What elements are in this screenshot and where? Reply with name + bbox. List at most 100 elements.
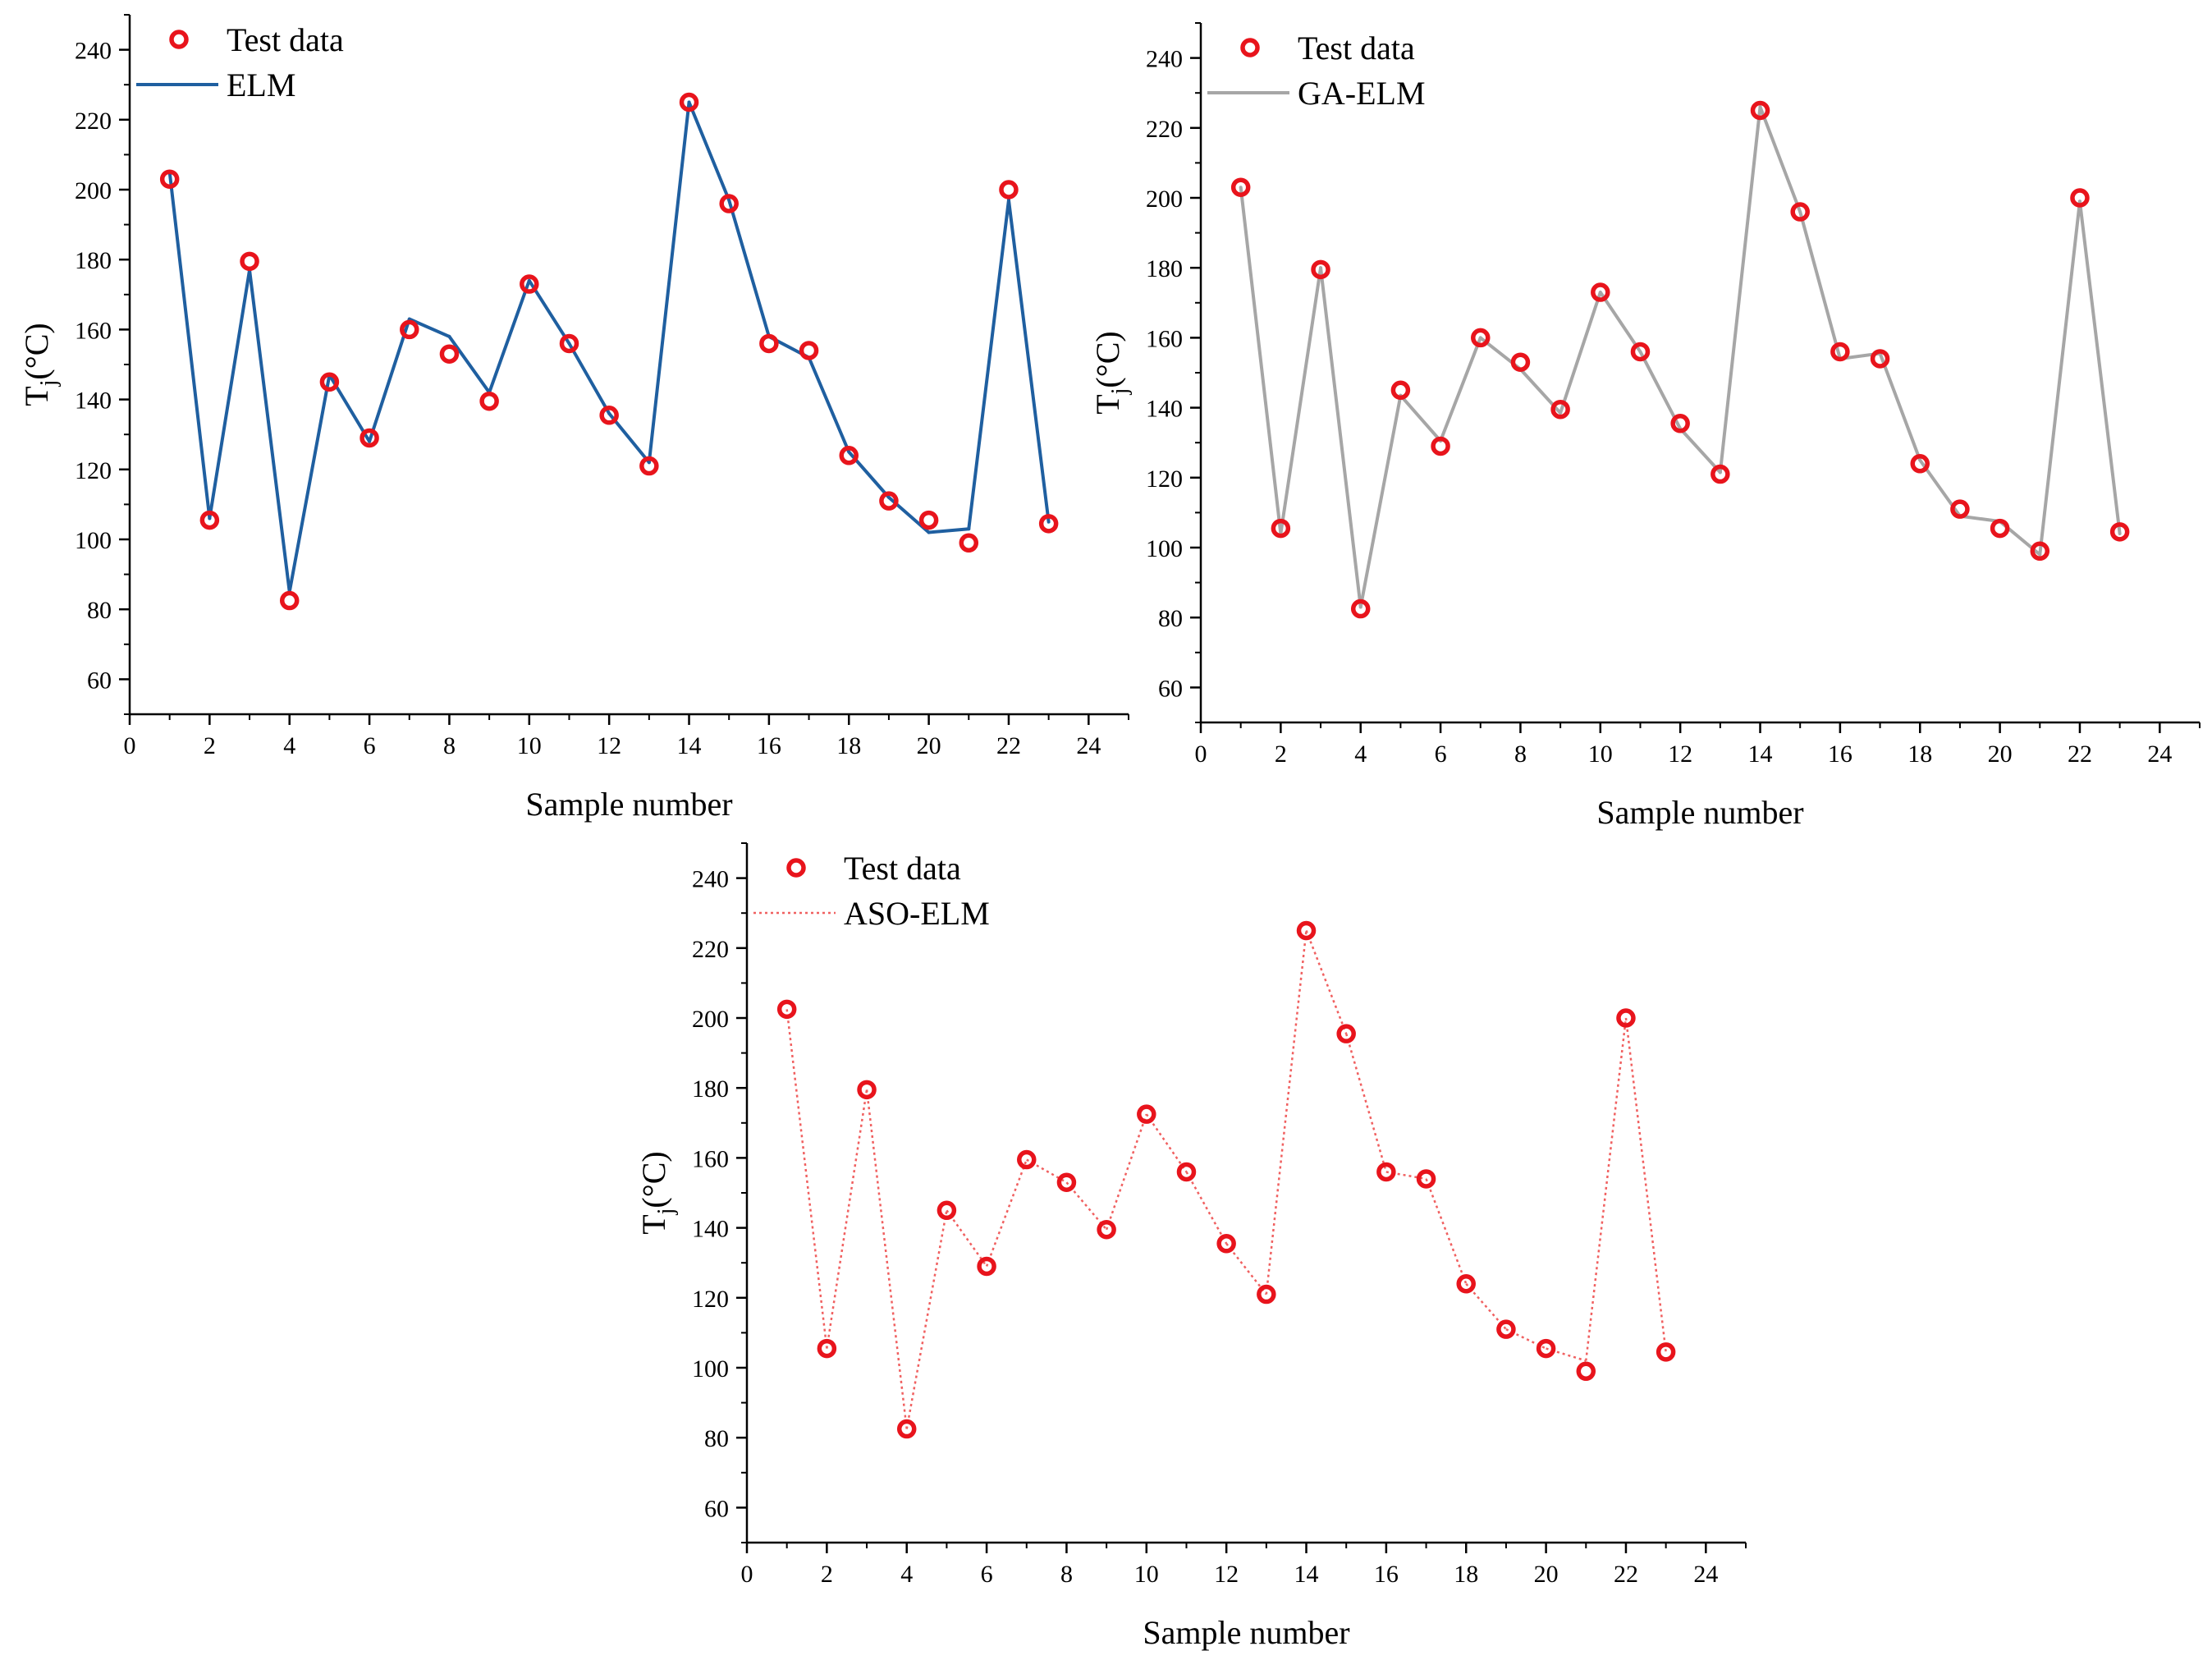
data-point [857, 1080, 877, 1100]
series-line-segment [1439, 336, 1482, 443]
data-point [1910, 454, 1930, 474]
series-line-segment [1624, 1017, 1667, 1352]
data-point [1630, 342, 1651, 362]
x-tick-label: 10 [1134, 1561, 1159, 1588]
x-tick-label: 16 [1374, 1561, 1399, 1588]
x-tick-label: 4 [283, 732, 295, 759]
data-point [1471, 328, 1491, 348]
series-line-segment [1145, 1113, 1188, 1173]
data-point [776, 999, 797, 1020]
x-tick-label: 4 [1354, 741, 1367, 768]
series-line-segment [167, 170, 212, 520]
legend-label-model: GA-ELM [1298, 75, 1426, 112]
y-tick-label: 140 [1146, 396, 1183, 423]
x-tick-label: 6 [1435, 741, 1447, 768]
series-line-segment [1878, 351, 1922, 462]
x-tick-label: 0 [741, 1561, 753, 1588]
data-point [999, 180, 1019, 199]
y-tick-label: 160 [75, 317, 112, 344]
x-tick-label: 12 [597, 732, 621, 759]
data-point [1376, 1162, 1396, 1182]
series-line-segment [727, 198, 771, 338]
y-tick-label: 160 [692, 1145, 729, 1172]
data-point [1576, 1361, 1596, 1382]
series-line-segment [2077, 199, 2122, 535]
data-point [1616, 1008, 1636, 1028]
series-line-segment [807, 355, 851, 454]
series-line-segment [1279, 266, 1323, 535]
series-line-segment [1718, 105, 1762, 475]
y-axis-title-sub: j [36, 380, 62, 387]
data-point [1056, 1172, 1077, 1192]
y-tick-label: 60 [704, 1495, 729, 1522]
data-point [1017, 1149, 1037, 1170]
data-point [1456, 1274, 1476, 1294]
x-tick-label: 24 [2147, 741, 2172, 768]
data-point [1510, 352, 1531, 372]
data-point [1216, 1234, 1236, 1254]
data-point [1711, 464, 1730, 484]
data-point [719, 194, 739, 213]
y-tick-label: 180 [75, 247, 112, 274]
series-line-segment [2038, 199, 2081, 557]
y-axis-title-unit: (°C) [635, 1151, 672, 1208]
series-line-segment [1344, 1033, 1388, 1172]
data-point [1656, 1342, 1676, 1362]
x-axis-title: Sample number [1596, 794, 1803, 831]
chart-aso-elm: 0 2 4 6 8 10 12 14 16 18 20 22 246080100120140160180… [635, 842, 1747, 1651]
series-line-segment [1598, 291, 1642, 354]
data-point [959, 533, 979, 553]
series-line-segment [1585, 1017, 1628, 1361]
y-tick-label: 180 [1146, 255, 1183, 282]
x-tick-label: 10 [1588, 741, 1613, 768]
x-tick-label: 24 [1076, 732, 1101, 759]
series-line-segment [1065, 1181, 1108, 1231]
data-point [1336, 1024, 1356, 1043]
y-tick-label: 80 [704, 1425, 729, 1452]
y-tick-label: 240 [1146, 46, 1183, 73]
y-tick-label: 200 [75, 177, 112, 204]
series-line-segment [488, 278, 531, 395]
x-axis-title: Sample number [1143, 1614, 1349, 1651]
data-point [2109, 522, 2130, 542]
y-tick-label: 140 [692, 1216, 729, 1243]
x-tick-label: 2 [1275, 741, 1287, 768]
y-tick-label: 60 [1158, 675, 1183, 702]
y-axis-title-main: T [18, 386, 55, 406]
x-tick-label: 18 [836, 732, 861, 759]
y-tick-label: 100 [1146, 535, 1183, 562]
y-axis-title: Tj(°C) [18, 323, 62, 406]
series-line-segment [287, 373, 332, 594]
x-tick-label: 8 [443, 732, 456, 759]
x-tick-label: 14 [1294, 1561, 1319, 1588]
data-point [559, 333, 579, 354]
x-tick-label: 8 [1060, 1561, 1073, 1588]
data-point [1431, 436, 1450, 456]
series-line-segment [1425, 1178, 1468, 1285]
series-line-segment [1798, 210, 1842, 360]
x-tick-label: 22 [996, 732, 1021, 759]
x-tick-label: 4 [900, 1561, 913, 1588]
y-tick-label: 120 [1146, 465, 1183, 493]
series-line-segment [1305, 930, 1348, 1034]
data-point [439, 344, 460, 364]
data-point [879, 491, 899, 511]
y-tick-label: 80 [1158, 605, 1183, 632]
x-tick-label: 18 [1454, 1561, 1478, 1588]
x-tick-label: 6 [364, 732, 376, 759]
x-tick-label: 12 [1214, 1561, 1239, 1588]
data-point [679, 92, 699, 112]
data-point [977, 1256, 996, 1277]
x-tick-label: 16 [1828, 741, 1852, 768]
data-point [817, 1338, 837, 1359]
x-tick-label: 0 [124, 732, 136, 759]
data-point [2030, 541, 2050, 562]
x-tick-label: 20 [917, 732, 941, 759]
data-point [759, 333, 779, 354]
chart-elm: 0 2 4 6 8 10 12 14 16 18 20 22 246080100120140160180… [18, 14, 1129, 823]
legend-label-test-data: Test data [1298, 30, 1415, 66]
series-line-segment [1358, 393, 1403, 609]
data-point [1176, 1162, 1197, 1182]
x-tick-label: 10 [517, 732, 542, 759]
y-tick-label: 240 [692, 866, 729, 893]
